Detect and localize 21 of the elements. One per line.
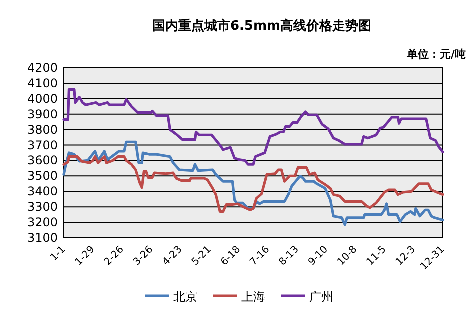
y-tick-label: 3100 bbox=[27, 231, 58, 245]
x-tick-label: 1-1 bbox=[48, 244, 68, 264]
y-tick-label: 3900 bbox=[27, 107, 58, 122]
line-series bbox=[62, 156, 444, 214]
y-tick-label: 3600 bbox=[27, 154, 58, 168]
line-series bbox=[62, 88, 444, 166]
line-series bbox=[62, 140, 444, 226]
y-tick-label: 4100 bbox=[27, 76, 58, 90]
y-tick-label: 3800 bbox=[27, 122, 58, 137]
chart-title: 国内重点城市6.5mm高线价格走势图 bbox=[152, 18, 372, 34]
y-tick-label: 4200 bbox=[27, 61, 58, 75]
y-tick-label: 3300 bbox=[27, 200, 58, 214]
y-tick-label: 4000 bbox=[27, 92, 58, 106]
y-tick-label: 3700 bbox=[27, 138, 58, 152]
y-tick-label: 3200 bbox=[27, 216, 58, 230]
legend-label: 广州 bbox=[310, 290, 334, 304]
text: 单位：元/吨 bbox=[406, 48, 466, 61]
legend-label: 上海 bbox=[242, 290, 266, 304]
y-tick-label: 3500 bbox=[27, 169, 58, 184]
legend-label: 北京 bbox=[174, 290, 198, 304]
y-tick-label: 3400 bbox=[27, 184, 58, 199]
